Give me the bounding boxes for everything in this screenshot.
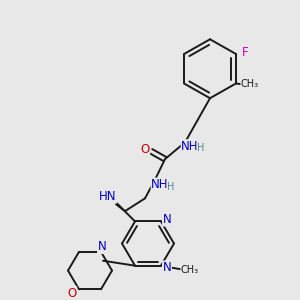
Text: O: O (140, 143, 150, 156)
Text: N: N (163, 261, 171, 274)
Text: N: N (98, 240, 106, 254)
Text: CH₃: CH₃ (241, 80, 259, 89)
Text: H: H (167, 182, 175, 192)
Text: NH: NH (181, 140, 199, 153)
Text: CH₃: CH₃ (181, 265, 199, 275)
Text: H: H (197, 143, 205, 153)
Text: NH: NH (151, 178, 169, 191)
Text: HN: HN (99, 190, 117, 203)
Text: N: N (163, 213, 171, 226)
Text: F: F (242, 46, 248, 59)
Text: O: O (68, 287, 76, 300)
